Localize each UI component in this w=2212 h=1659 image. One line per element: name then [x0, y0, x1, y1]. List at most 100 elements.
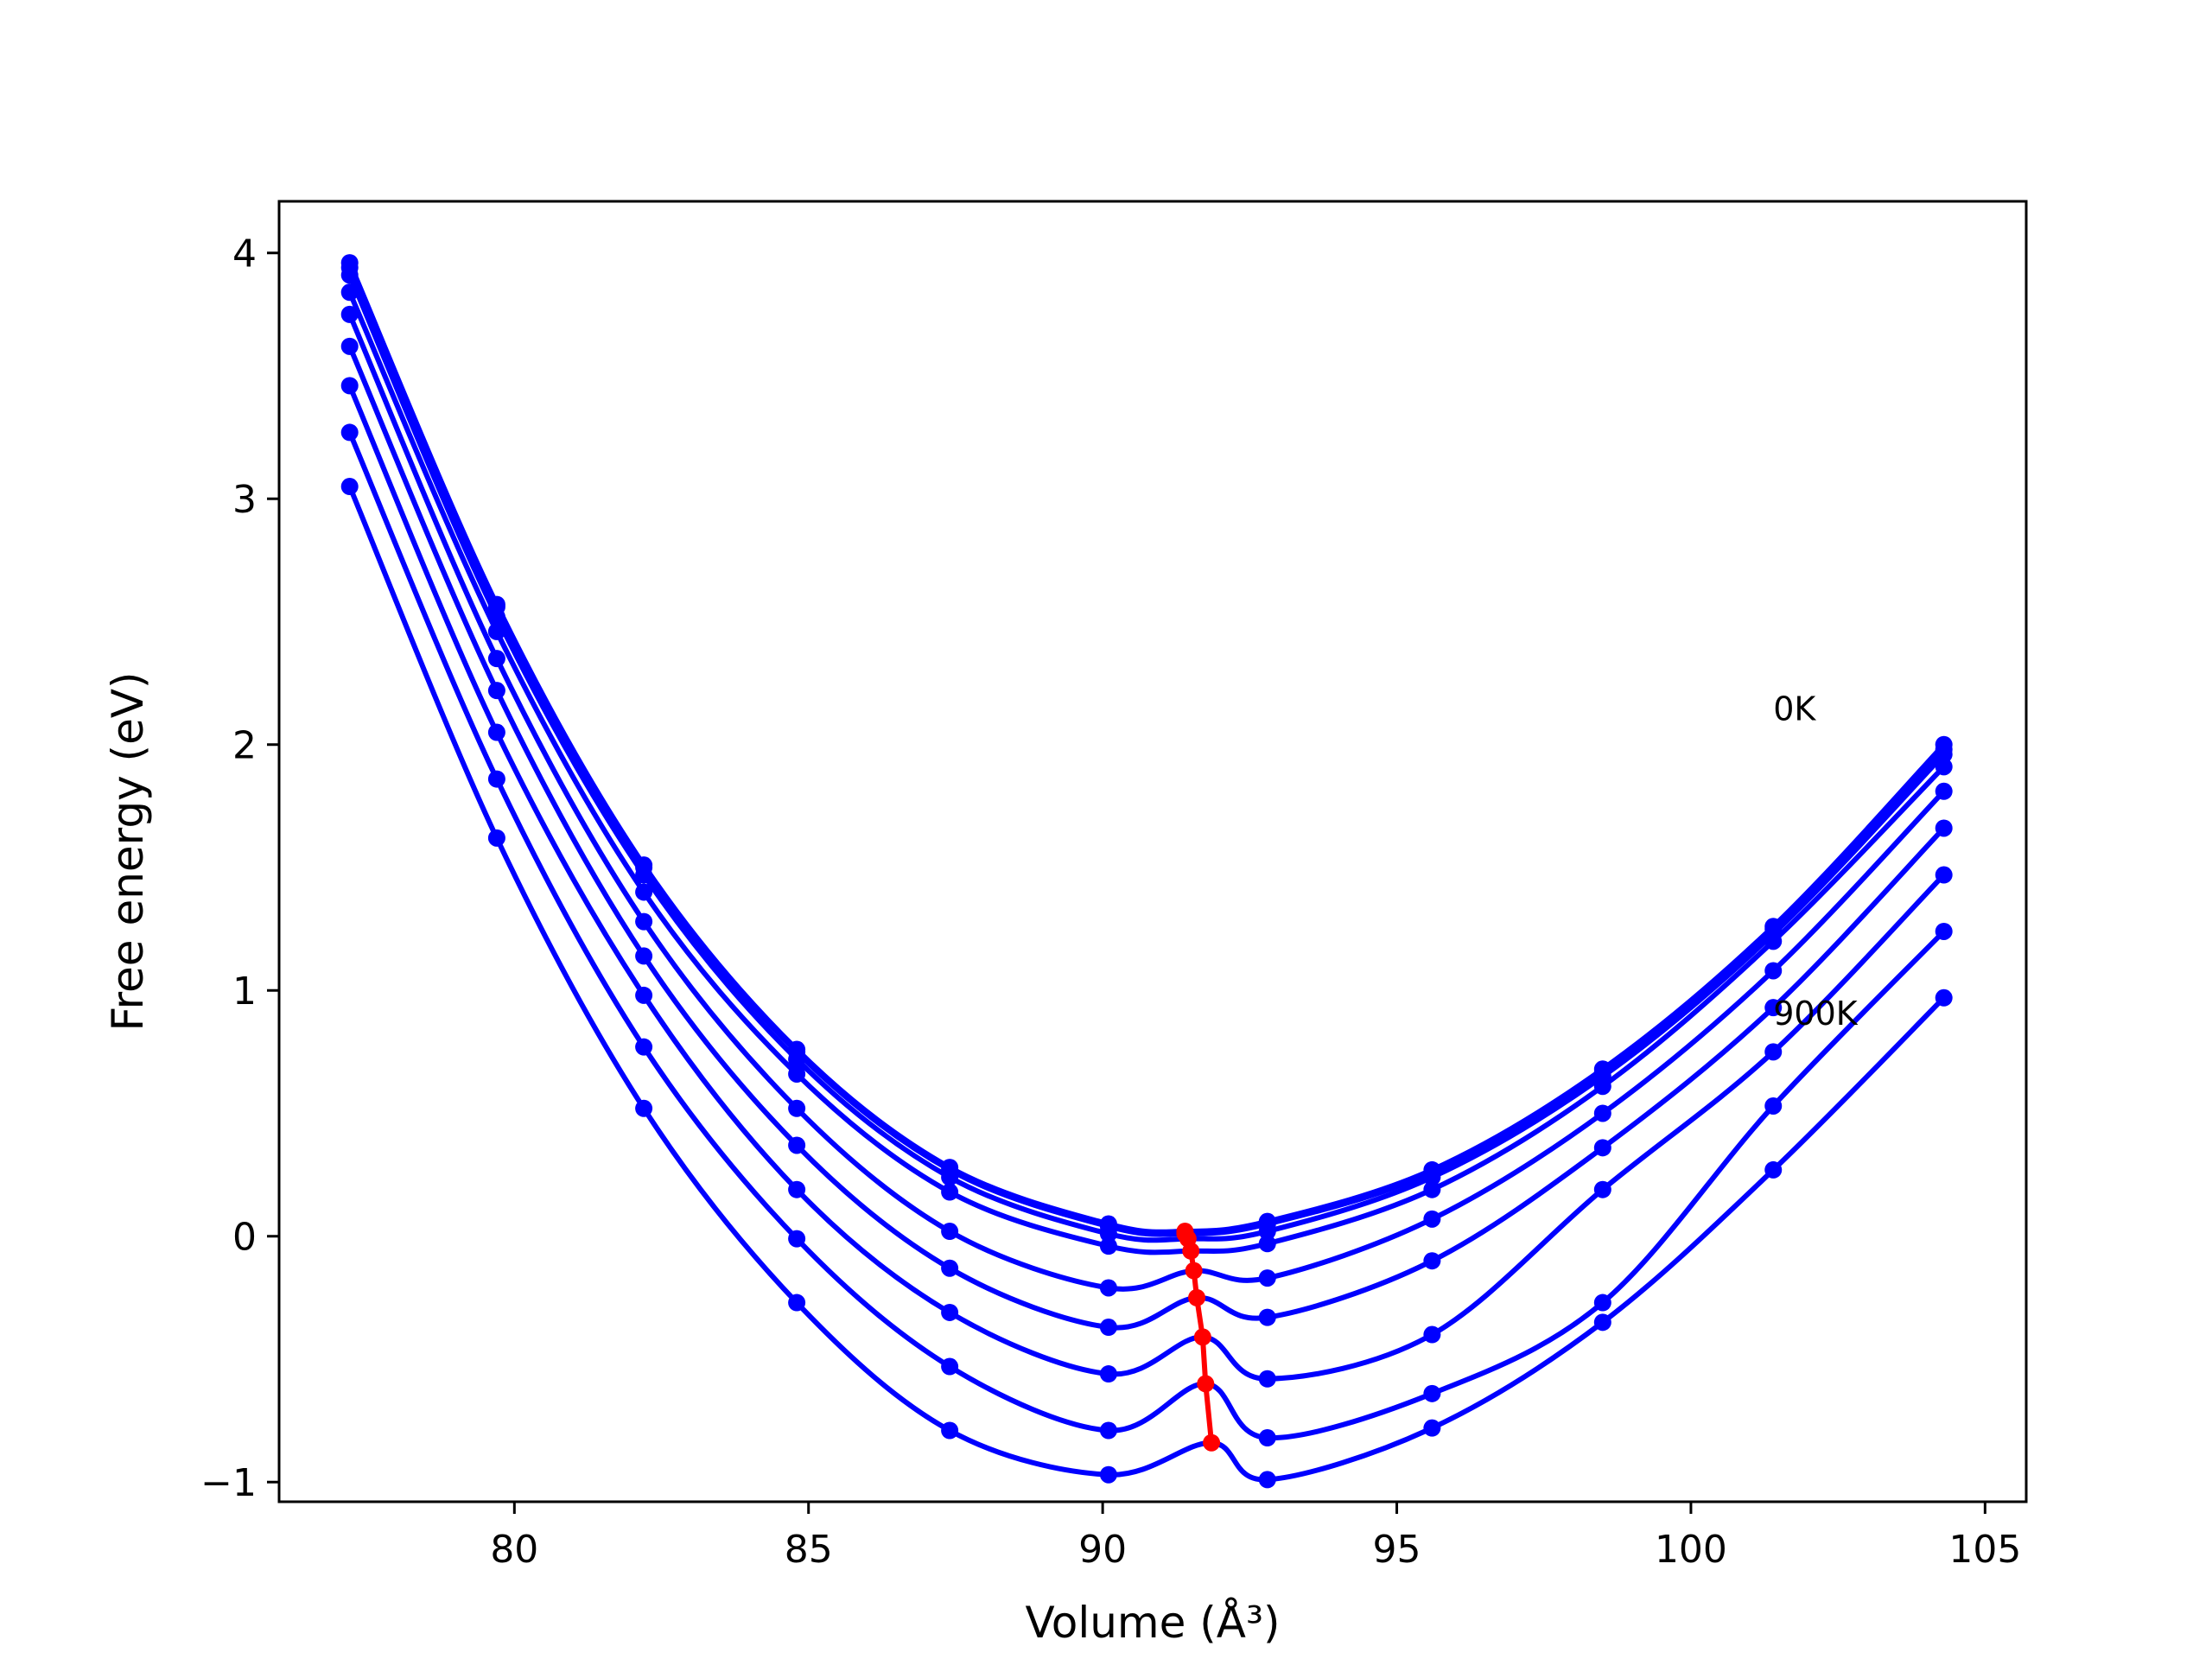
data-point [1935, 758, 1953, 776]
minimum-point [1185, 1262, 1203, 1280]
data-point [1593, 1294, 1611, 1312]
series-line [346, 431, 1946, 1441]
data-point [1935, 782, 1953, 800]
data-point [788, 1294, 806, 1312]
data-point [788, 1099, 806, 1117]
y-tick-label: 2 [232, 724, 257, 768]
data-point [1593, 1180, 1611, 1198]
minimum-point [1193, 1328, 1211, 1346]
data-point [1099, 1465, 1117, 1484]
data-point [1099, 1237, 1117, 1255]
y-axis-label: Free energy (eV) [103, 671, 153, 1031]
data-point [1935, 922, 1953, 940]
data-point [941, 1223, 959, 1241]
data-point [788, 1230, 806, 1248]
data-point [635, 986, 653, 1004]
y-tick-label: 0 [232, 1216, 257, 1260]
data-point [788, 1180, 806, 1198]
data-point [941, 1421, 959, 1440]
data-point [1099, 1224, 1117, 1243]
data-point [635, 947, 653, 965]
data-point [941, 1303, 959, 1321]
data-point [340, 478, 359, 496]
data-point [1099, 1319, 1117, 1337]
data-point [1593, 1104, 1611, 1122]
data-point [1935, 819, 1953, 837]
plot-area: 0K 900K [340, 254, 1953, 1489]
data-point [788, 1065, 806, 1083]
data-point [941, 1168, 959, 1186]
data-point [1764, 1160, 1783, 1179]
data-point [1258, 1223, 1276, 1241]
data-point [1099, 1279, 1117, 1297]
data-point [1593, 1313, 1611, 1332]
labels: Volume (Å³) Free energy (eV) [103, 671, 1281, 1648]
x-axis-label: Volume (Å³) [1025, 1598, 1280, 1648]
data-point [1258, 1235, 1276, 1253]
axes: 80 85 90 95 100 105 −1 0 1 2 3 4 [200, 200, 2028, 1572]
data-point [487, 622, 505, 640]
curve-annotation: 0K [1773, 690, 1816, 728]
data-point [340, 283, 359, 302]
data-point [635, 883, 653, 901]
x-tick-label: 85 [785, 1528, 833, 1572]
data-point [1593, 1139, 1611, 1157]
y-tick-label: −1 [200, 1461, 257, 1505]
data-point [1258, 1308, 1276, 1326]
data-point [1764, 932, 1783, 950]
data-point [635, 1099, 653, 1117]
data-point [340, 377, 359, 395]
data-point [340, 305, 359, 323]
data-point [1423, 1168, 1441, 1186]
minimum-point [1197, 1375, 1215, 1393]
y-tick-label: 4 [232, 232, 257, 276]
data-point [1764, 1096, 1783, 1115]
data-point [635, 912, 653, 931]
x-tick-label: 100 [1655, 1528, 1727, 1572]
data-point [1258, 1269, 1276, 1287]
data-point [1423, 1325, 1441, 1344]
data-point [487, 770, 505, 788]
data-point [1099, 1365, 1117, 1383]
x-tick-label: 95 [1373, 1528, 1421, 1572]
data-point [1258, 1370, 1276, 1388]
data-point [1423, 1384, 1441, 1402]
data-point [1423, 1419, 1441, 1437]
data-point [487, 723, 505, 741]
data-point [1935, 746, 1953, 764]
x-tick-label: 105 [1948, 1528, 2021, 1572]
minimum-point [1188, 1288, 1206, 1306]
data-point [1764, 1043, 1783, 1061]
x-tick-label: 80 [490, 1528, 538, 1572]
data-point [340, 266, 359, 284]
x-tick-label: 90 [1078, 1528, 1127, 1572]
data-point [340, 423, 359, 442]
data-point [1764, 999, 1783, 1017]
data-point [487, 650, 505, 668]
curve-annotation: 900K [1773, 995, 1859, 1033]
data-point [1258, 1471, 1276, 1489]
minimum-point [1203, 1433, 1221, 1452]
data-point [1258, 1429, 1276, 1447]
data-point [1935, 988, 1953, 1007]
data-point [941, 1259, 959, 1277]
minimum-point [1182, 1242, 1200, 1260]
data-point [788, 1050, 806, 1068]
data-point [487, 829, 505, 847]
data-point [1764, 962, 1783, 980]
data-point [941, 1183, 959, 1201]
data-point [788, 1136, 806, 1154]
data-point [1593, 1077, 1611, 1096]
data-point [1423, 1180, 1441, 1198]
data-point [1423, 1210, 1441, 1228]
data-point [487, 682, 505, 700]
data-point [1099, 1421, 1117, 1440]
y-tick-label: 1 [232, 969, 257, 1014]
data-point [1935, 866, 1953, 884]
data-point [1423, 1252, 1441, 1270]
data-point [941, 1357, 959, 1376]
data-point [635, 1038, 653, 1056]
axes-frame [277, 200, 2028, 1503]
